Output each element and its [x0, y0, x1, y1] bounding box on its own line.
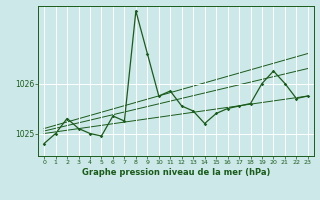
X-axis label: Graphe pression niveau de la mer (hPa): Graphe pression niveau de la mer (hPa) [82, 168, 270, 177]
